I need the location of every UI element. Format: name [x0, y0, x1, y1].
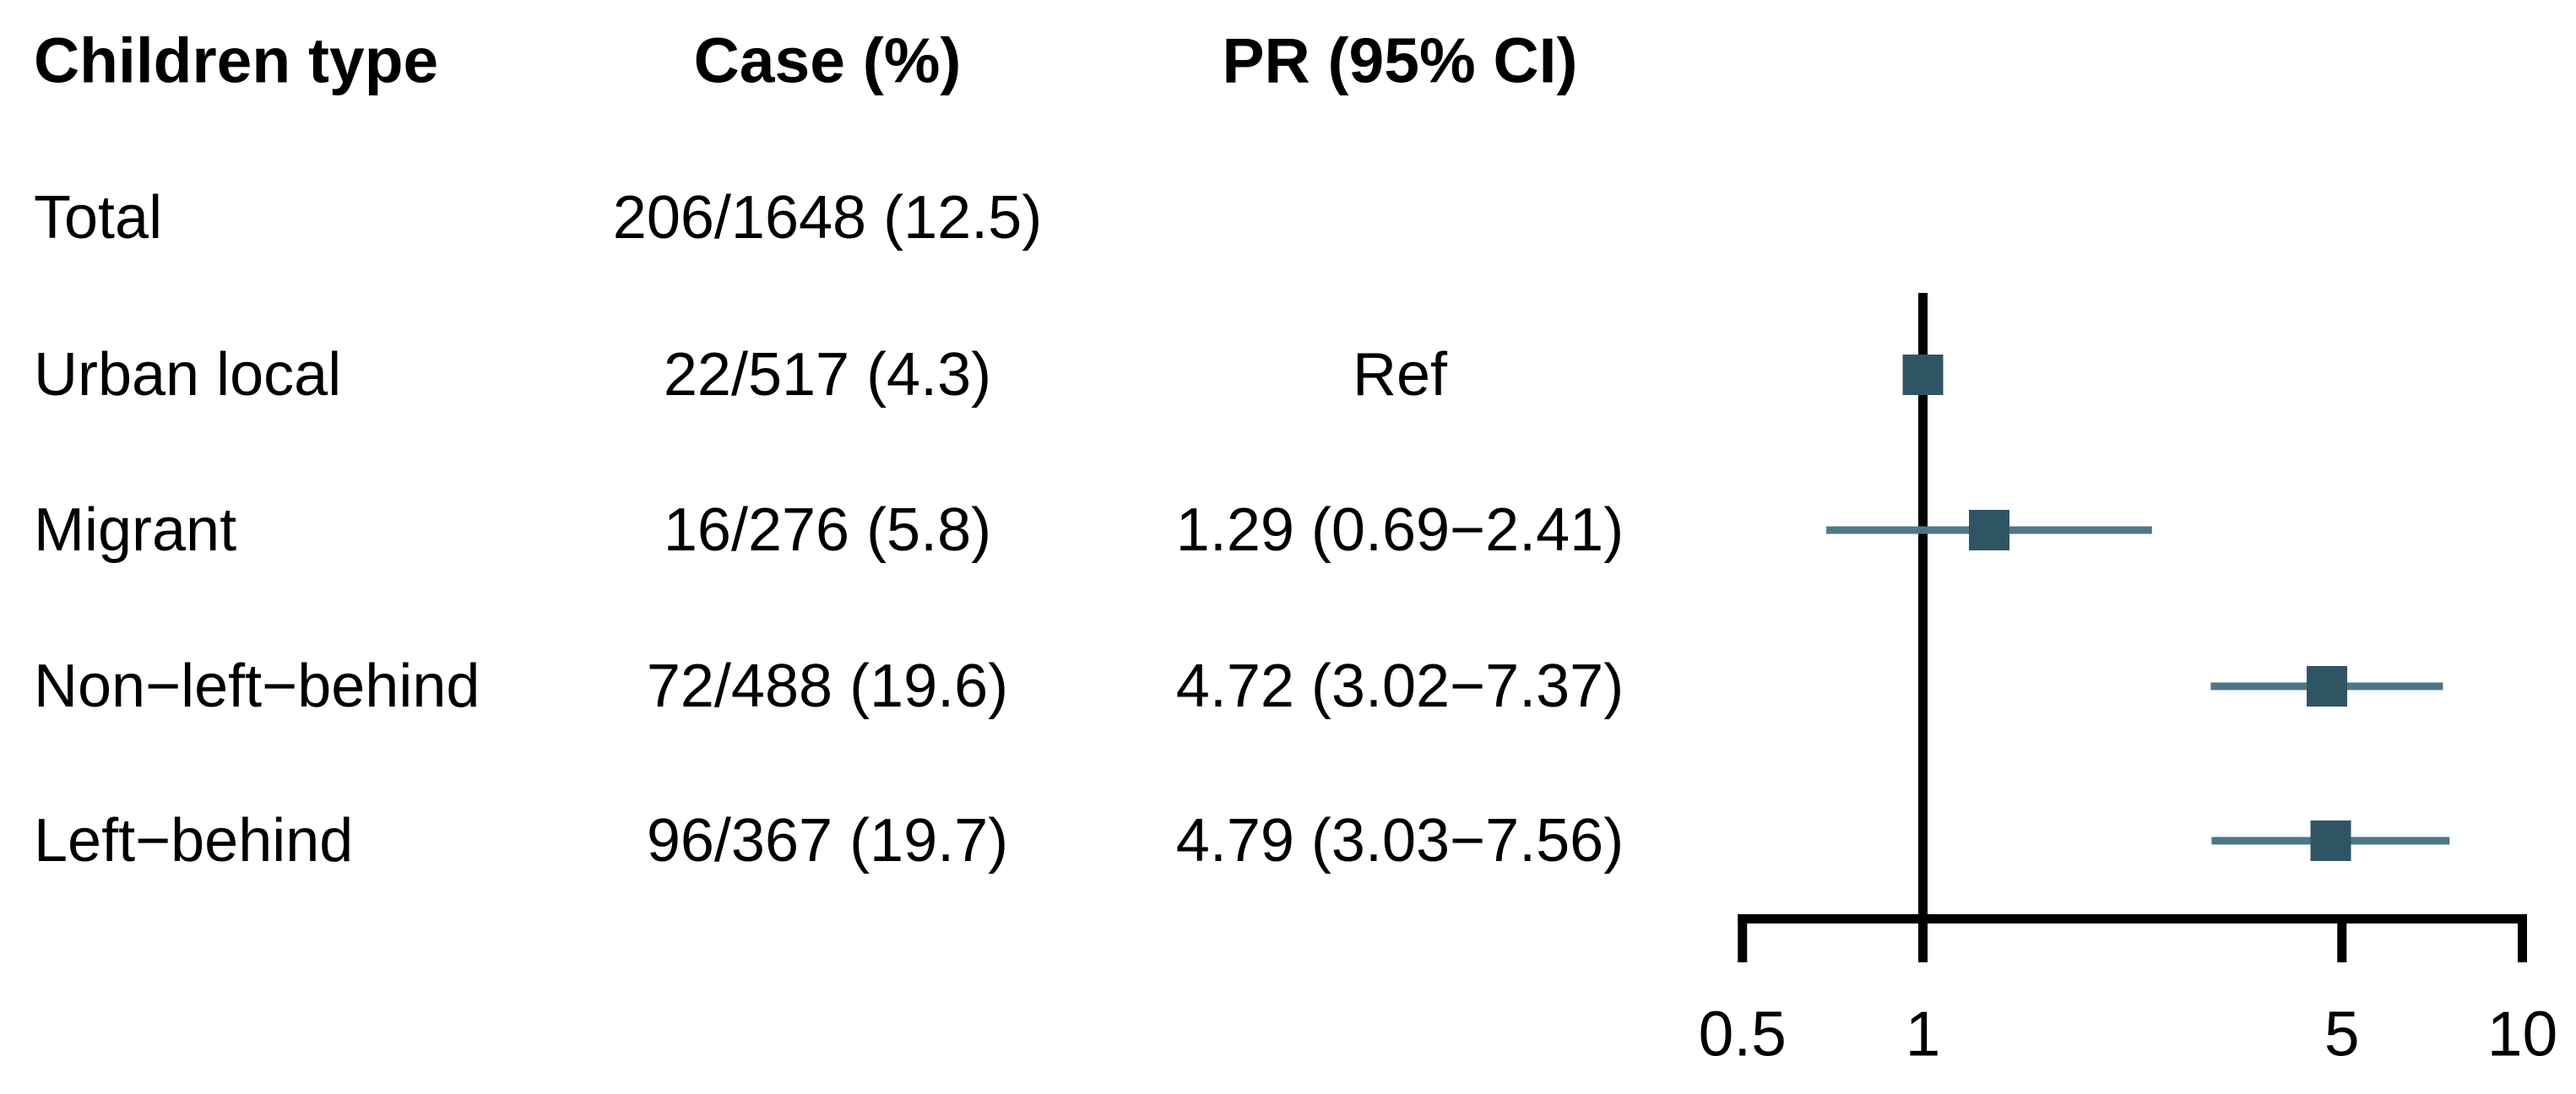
- row-case-left-behind: 96/367 (19.7): [646, 807, 1009, 875]
- x-axis-line: [1738, 914, 2527, 923]
- row-pr-urban-local: Ref: [1352, 341, 1448, 409]
- x-tick-label-1: 1: [1905, 998, 1941, 1070]
- row-pr-left-behind: 4.79 (3.03−7.56): [1175, 807, 1624, 875]
- row-pr-migrant: 1.29 (0.69−2.41): [1175, 496, 1624, 564]
- x-tick-label-10: 10: [2487, 998, 2558, 1070]
- row-case-total: 206/1648 (12.5): [612, 184, 1043, 252]
- row-label-left-behind: Left−behind: [34, 807, 354, 875]
- column-header-pr-ci: PR (95% CI): [1222, 24, 1578, 96]
- pr-marker: [1969, 510, 2010, 550]
- pr-marker: [1902, 355, 1944, 395]
- row-case-non-left-behind: 72/488 (19.6): [646, 653, 1009, 720]
- row-label-non-left-behind: Non−left−behind: [34, 653, 480, 720]
- reference-line: [1918, 293, 1928, 962]
- pr-marker: [2310, 820, 2351, 861]
- column-header-children-type: Children type: [34, 24, 439, 96]
- x-axis-tick: [2337, 914, 2347, 962]
- x-axis-tick: [1918, 914, 1928, 962]
- pr-marker: [2306, 666, 2347, 707]
- row-pr-non-left-behind: 4.72 (3.02−7.37): [1175, 653, 1624, 720]
- row-case-urban-local: 22/517 (4.3): [663, 341, 992, 409]
- x-axis-tick: [1738, 914, 1748, 962]
- x-tick-label-0-5: 0.5: [1698, 998, 1787, 1070]
- row-label-urban-local: Urban local: [34, 341, 342, 409]
- row-case-migrant: 16/276 (5.8): [663, 496, 992, 564]
- x-axis-tick: [2518, 914, 2527, 962]
- x-tick-label-5: 5: [2324, 998, 2360, 1070]
- row-label-total: Total: [34, 184, 163, 252]
- row-label-migrant: Migrant: [34, 496, 237, 564]
- column-header-case-pct: Case (%): [693, 24, 962, 96]
